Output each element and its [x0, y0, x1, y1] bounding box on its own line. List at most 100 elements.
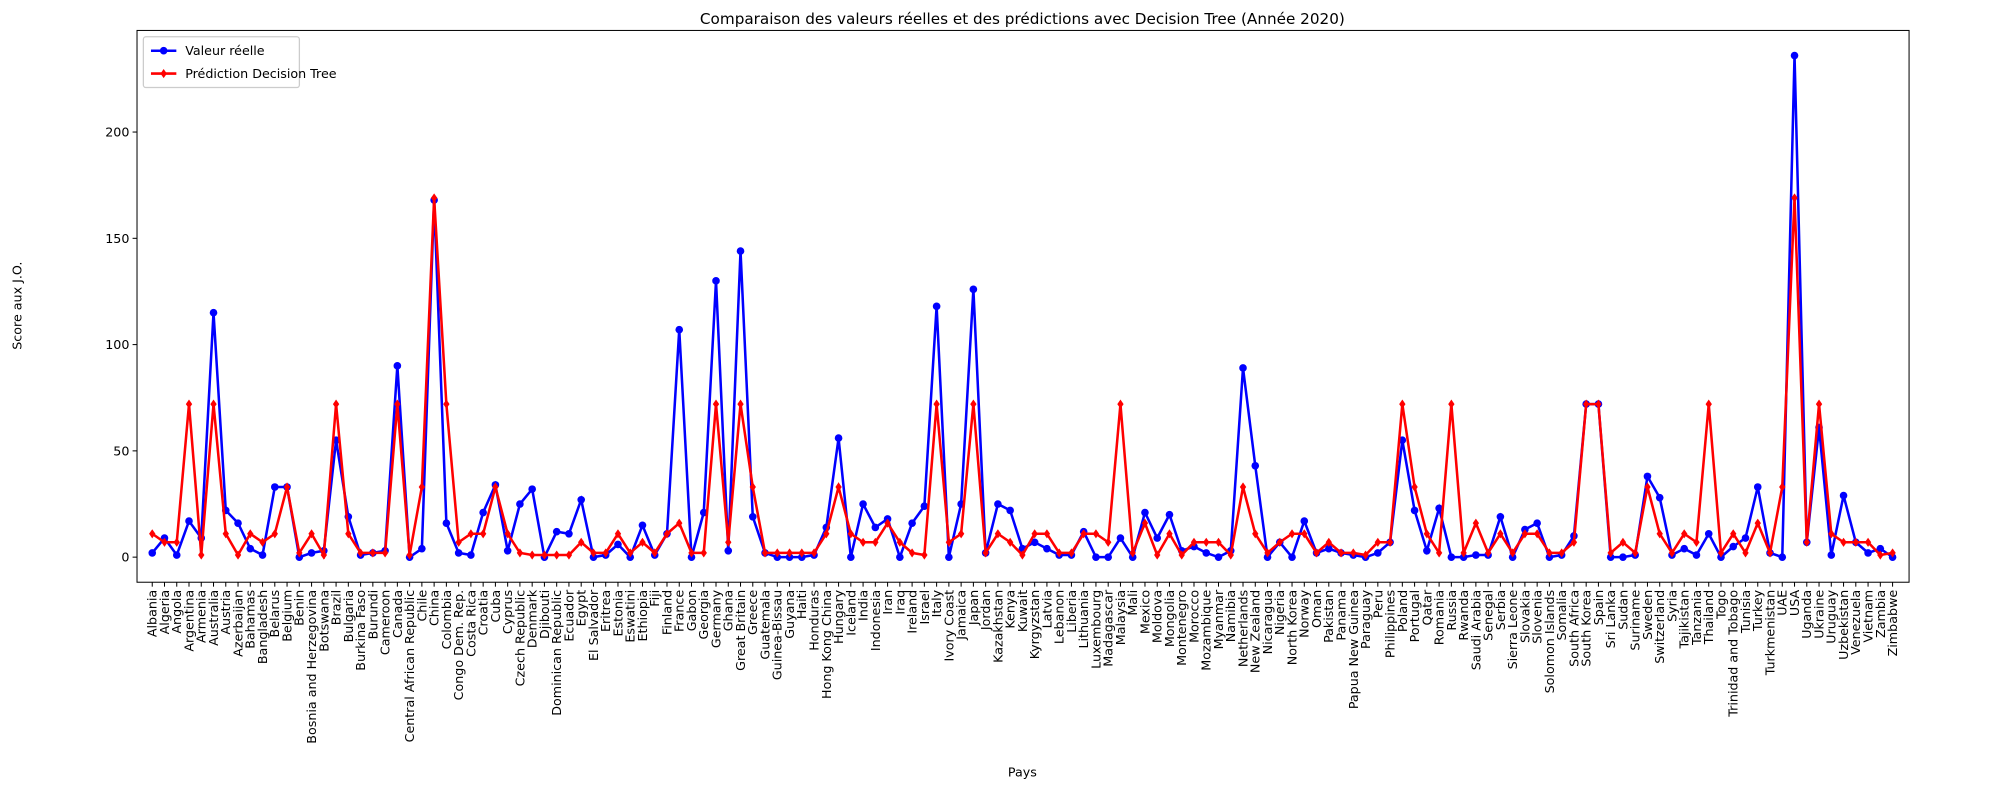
data-point — [578, 537, 585, 547]
data-point — [663, 529, 671, 539]
data-point — [270, 483, 279, 491]
data-point — [1864, 537, 1872, 547]
data-point — [185, 517, 193, 525]
series — [149, 193, 1896, 560]
data-point — [357, 548, 364, 558]
x-tick-label: Ukraine — [1811, 590, 1826, 639]
x-tick-label: Malaysia — [1113, 590, 1128, 645]
data-point — [1031, 529, 1038, 539]
data-point — [1460, 548, 1467, 558]
data-point — [639, 537, 646, 547]
data-point — [835, 482, 842, 492]
x-tick-label: Panama — [1333, 590, 1348, 641]
data-point — [774, 548, 781, 558]
data-point — [393, 362, 402, 370]
data-point — [1509, 548, 1516, 558]
data-point — [1778, 553, 1787, 561]
x-tick-label: Uzbekistan — [1836, 590, 1851, 660]
data-point — [1704, 529, 1713, 538]
x-tick-label: Mozambique — [1199, 590, 1214, 671]
data-point — [1643, 472, 1652, 481]
data-point — [418, 544, 426, 553]
x-tick-label: Greece — [745, 590, 760, 635]
data-point — [1828, 529, 1835, 539]
data-point — [1705, 399, 1712, 409]
data-point — [932, 302, 941, 311]
x-tick-label: Costa Rica — [463, 590, 478, 657]
data-point — [234, 550, 242, 560]
data-point — [688, 548, 695, 558]
y-axis-label: Score aux J.O. — [10, 262, 25, 350]
x-tick-label: Bosnia and Herzegovina — [304, 590, 319, 744]
data-point — [1239, 364, 1247, 372]
data-point — [528, 485, 536, 493]
data-point — [737, 399, 744, 409]
x-tick-label: Finland — [659, 590, 674, 635]
data-point — [1472, 551, 1480, 559]
data-point — [442, 519, 451, 527]
x-tick-label: Tajikistan — [1677, 590, 1692, 650]
x-tick-label: Guinea-Bissau — [770, 590, 785, 680]
data-point — [1019, 550, 1026, 560]
x-tick-label: Eritrea — [598, 590, 613, 632]
data-point — [1165, 510, 1174, 519]
x-tick-label: Tunisia — [1738, 590, 1753, 634]
x-tick-label: Cameroon — [378, 590, 393, 655]
data-point — [896, 537, 904, 547]
data-point — [503, 546, 512, 555]
data-point — [725, 537, 732, 547]
x-tick-label: Qatar — [1419, 589, 1434, 625]
x-tick-label: Spain — [1591, 590, 1606, 625]
data-point — [933, 399, 940, 409]
x-tick-label: Canada — [390, 590, 405, 638]
data-point — [1141, 508, 1149, 517]
data-point — [222, 529, 229, 539]
x-tick-label: Eswatini — [623, 590, 638, 643]
data-point — [1154, 550, 1161, 560]
x-tick-label: Vietnam — [1861, 590, 1876, 643]
x-tick-label: Congo Dem. Rep. — [451, 590, 466, 701]
plot-frame — [136, 29, 1910, 583]
data-point — [1423, 546, 1431, 555]
data-point — [1362, 550, 1369, 560]
data-point — [381, 548, 389, 558]
data-point — [185, 399, 193, 409]
data-point — [467, 529, 475, 539]
data-point — [1203, 537, 1210, 547]
data-point — [1533, 529, 1541, 539]
x-tick-label: Iceland — [843, 590, 858, 636]
data-point — [209, 308, 218, 317]
x-tick-label: UAE — [1775, 590, 1790, 616]
data-point — [994, 500, 1002, 508]
data-point — [394, 399, 401, 409]
data-point — [565, 529, 573, 538]
data-point — [198, 550, 205, 560]
x-tick-label: Syria — [1664, 590, 1679, 622]
data-point — [283, 482, 291, 492]
x-tick-label: Kuwait — [1015, 590, 1030, 632]
data-point — [908, 548, 916, 558]
data-point — [149, 529, 156, 539]
x-tick-label: Ireland — [905, 590, 920, 634]
x-tick-label: Liberia — [1064, 590, 1079, 633]
data-point — [369, 548, 377, 558]
data-point — [1644, 482, 1651, 492]
data-point — [1742, 548, 1749, 558]
x-tick-label: Belgium — [279, 590, 294, 642]
x-tick-label: Senegal — [1481, 590, 1496, 641]
data-point — [1791, 193, 1798, 203]
data-point — [859, 537, 867, 547]
x-tick-label: Lithuania — [1076, 590, 1091, 649]
x-tick-label: South Korea — [1579, 590, 1594, 667]
x-tick-label: South Africa — [1566, 590, 1581, 667]
legend-label: Valeur réelle — [185, 43, 265, 58]
data-point — [492, 482, 499, 492]
data-point — [516, 500, 524, 508]
x-tick-label: Jamaica — [954, 590, 969, 641]
data-point — [1190, 537, 1198, 547]
data-point — [247, 529, 254, 539]
x-tick-label: Mongolia — [1162, 590, 1177, 647]
y-tick-label: 50 — [113, 443, 129, 458]
data-point — [1435, 548, 1443, 558]
